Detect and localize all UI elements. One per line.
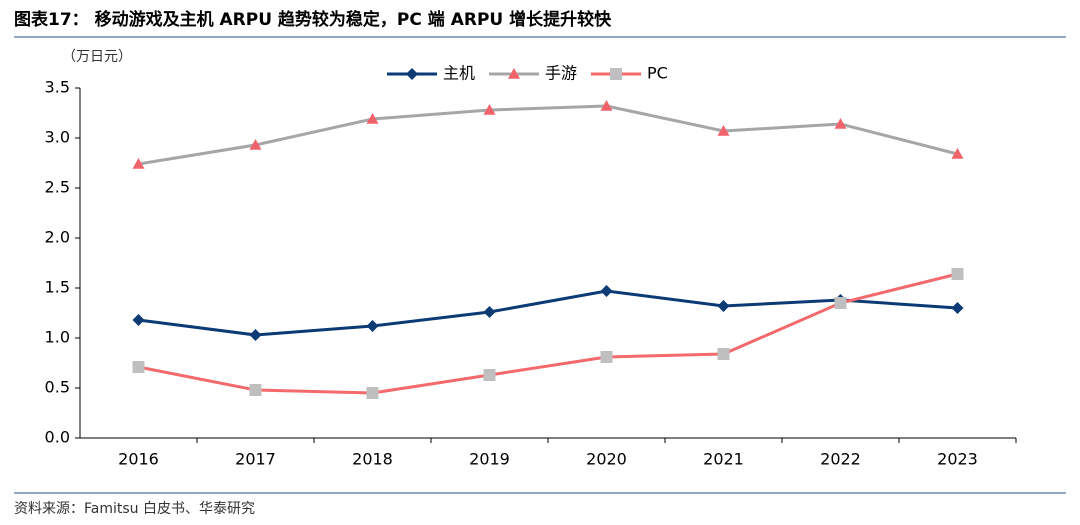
y-tick-label: 3.5: [45, 78, 70, 97]
data-point: [249, 384, 262, 396]
y-tick-label: 3.0: [45, 128, 70, 147]
legend-marker: [508, 68, 520, 79]
legend-label: 手游: [545, 64, 577, 83]
data-point: [483, 369, 496, 381]
y-tick-label: 2.0: [45, 228, 70, 247]
x-tick-label: 2022: [820, 450, 861, 469]
data-point: [132, 158, 145, 169]
x-tick-label: 2016: [118, 450, 159, 469]
y-tick-label: 2.5: [45, 178, 70, 197]
x-tick-label: 2019: [469, 450, 510, 469]
y-tick-label: 0.0: [45, 428, 70, 447]
data-point: [249, 329, 262, 341]
data-point: [600, 285, 613, 297]
data-point: [366, 113, 379, 124]
legend-label: 主机: [443, 64, 475, 83]
chart-title: 图表17： 移动游戏及主机 ARPU 趋势较为稳定，PC 端 ARPU 增长提升…: [14, 9, 612, 30]
data-point: [600, 351, 613, 363]
data-point: [600, 100, 613, 111]
x-tick-label: 2020: [586, 450, 627, 469]
data-point: [132, 361, 145, 373]
x-tick-label: 2023: [937, 450, 978, 469]
data-point: [834, 118, 847, 129]
legend-marker: [406, 68, 418, 80]
y-tick-label: 1.0: [45, 328, 70, 347]
series-line: [138, 272, 958, 395]
x-tick-label: 2017: [235, 450, 276, 469]
data-point: [366, 387, 379, 399]
data-point: [132, 314, 145, 326]
data-point: [951, 148, 964, 159]
data-point: [717, 300, 730, 312]
data-point: [717, 125, 730, 136]
legend-marker: [610, 68, 622, 80]
legend-label: PC: [647, 64, 668, 83]
y-axis-label: （万日元）: [62, 49, 132, 65]
series-line: [138, 104, 958, 166]
data-point: [951, 302, 964, 314]
data-point: [366, 320, 379, 332]
data-point: [951, 268, 964, 280]
data-point: [717, 348, 730, 360]
x-tick-label: 2018: [352, 450, 393, 469]
series-line: [138, 289, 958, 337]
data-point: [834, 297, 847, 309]
data-point: [249, 139, 262, 150]
x-tick-label: 2021: [703, 450, 744, 469]
y-tick-label: 0.5: [45, 378, 70, 397]
source: 资料来源：Famitsu 白皮书、华泰研究: [14, 501, 255, 517]
data-point: [483, 306, 496, 318]
data-point: [483, 104, 496, 115]
y-tick-label: 1.5: [45, 278, 70, 297]
